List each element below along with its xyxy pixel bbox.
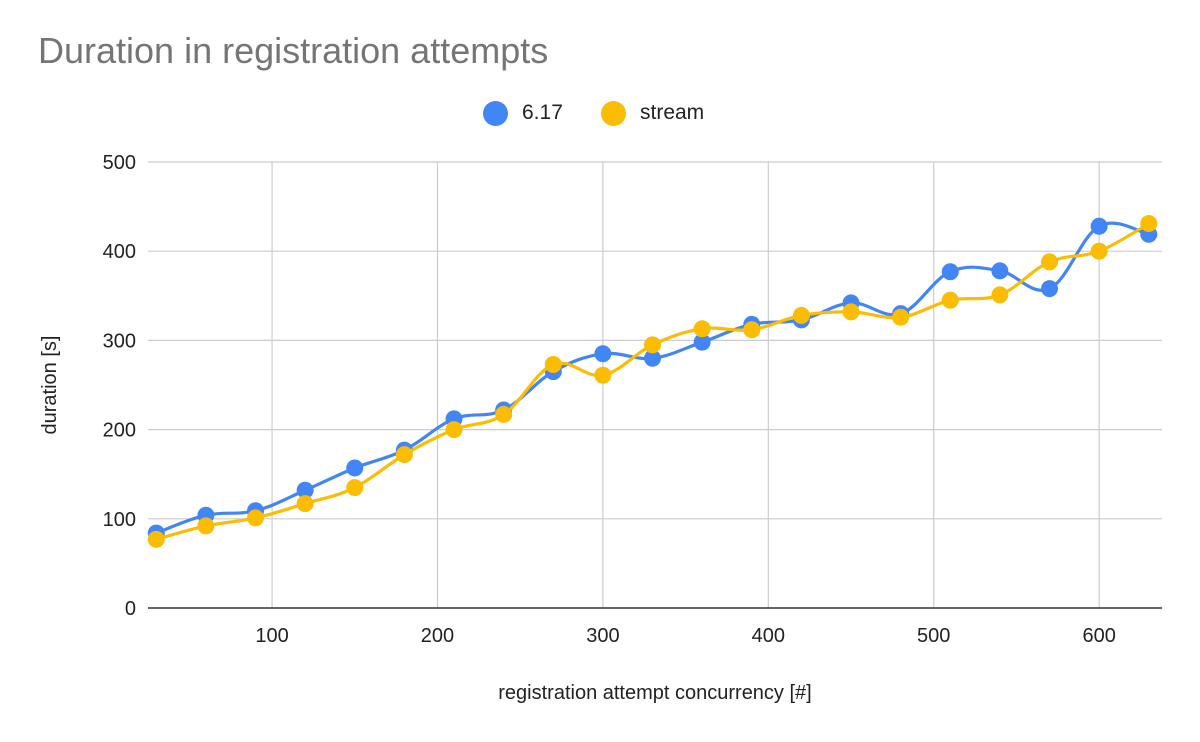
data-point-stream bbox=[693, 320, 711, 338]
y-axis-title: duration [s] bbox=[39, 336, 61, 435]
data-point-6-17 bbox=[296, 481, 314, 499]
data-point-stream bbox=[991, 286, 1009, 304]
chart-title: Duration in registration attempts bbox=[38, 30, 549, 71]
data-point-6-17 bbox=[346, 459, 364, 477]
x-axis-title: registration attempt concurrency [#] bbox=[498, 682, 811, 704]
data-point-6-17 bbox=[594, 345, 612, 363]
data-point-6-17 bbox=[644, 349, 662, 367]
data-point-stream bbox=[197, 517, 215, 535]
data-point-stream bbox=[1041, 253, 1059, 271]
x-tick-label: 200 bbox=[421, 625, 454, 647]
data-point-stream bbox=[544, 355, 562, 373]
gridlines bbox=[148, 161, 1162, 608]
series-6-17 bbox=[147, 217, 1158, 542]
data-point-stream bbox=[147, 530, 165, 548]
data-point-stream bbox=[792, 306, 810, 324]
data-point-stream bbox=[346, 479, 364, 497]
y-tick-label: 0 bbox=[125, 598, 136, 620]
data-point-stream bbox=[296, 495, 314, 513]
legend-label-6-17: 6.17 bbox=[522, 101, 563, 124]
y-tick-label: 100 bbox=[103, 509, 136, 531]
data-point-stream bbox=[445, 421, 463, 439]
y-tick-label: 300 bbox=[103, 330, 136, 352]
legend-marker-6-17 bbox=[483, 100, 508, 126]
data-point-6-17 bbox=[1090, 217, 1108, 235]
y-tick-label: 200 bbox=[103, 420, 136, 442]
data-point-stream bbox=[941, 291, 959, 309]
legend-marker-stream bbox=[601, 100, 626, 126]
data-point-stream bbox=[495, 405, 513, 423]
series-stream bbox=[147, 215, 1158, 548]
x-tick-label: 100 bbox=[255, 625, 288, 647]
data-point-stream bbox=[892, 308, 910, 326]
data-point-6-17 bbox=[693, 333, 711, 351]
x-tick-label: 600 bbox=[1082, 625, 1115, 647]
data-point-6-17 bbox=[941, 263, 959, 281]
data-point-stream bbox=[247, 509, 265, 527]
x-tick-label: 300 bbox=[586, 625, 619, 647]
data-point-stream bbox=[743, 321, 761, 339]
data-point-stream bbox=[1090, 242, 1108, 260]
x-tick-label: 400 bbox=[752, 625, 785, 647]
legend-label-stream: stream bbox=[640, 101, 705, 124]
data-point-stream bbox=[1140, 215, 1158, 233]
data-point-stream bbox=[395, 446, 413, 464]
y-tick-label: 500 bbox=[103, 152, 136, 174]
legend: 6.17 stream bbox=[0, 96, 1200, 130]
data-point-stream bbox=[842, 303, 860, 321]
legend-item-6-17[interactable]: 6.17 bbox=[483, 96, 563, 130]
series-layer bbox=[147, 215, 1158, 548]
data-point-stream bbox=[594, 366, 612, 384]
x-tick-labels: 100 200 300 400 500 600 bbox=[255, 625, 1115, 647]
x-tick-label: 500 bbox=[917, 625, 950, 647]
data-point-6-17 bbox=[1041, 280, 1059, 298]
data-point-stream bbox=[644, 336, 662, 354]
y-tick-labels: 0 100 200 300 400 500 bbox=[103, 152, 136, 620]
legend-item-stream[interactable]: stream bbox=[601, 96, 704, 130]
y-tick-label: 400 bbox=[103, 241, 136, 263]
data-point-6-17 bbox=[991, 262, 1009, 280]
